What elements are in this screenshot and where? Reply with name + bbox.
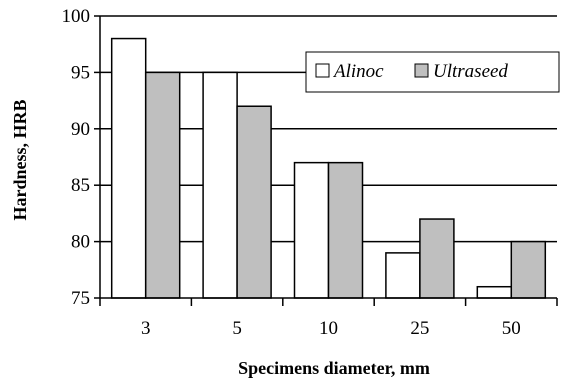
x-tick-label: 3	[141, 318, 151, 339]
y-tick-label: 80	[71, 232, 90, 253]
legend-label-ultraseed: Ultraseed	[433, 61, 508, 82]
legend-box	[305, 51, 560, 93]
legend: Alinoc Ultraseed	[305, 51, 560, 93]
bars	[110, 37, 547, 299]
y-tick-label: 85	[71, 175, 90, 196]
x-tick-labels: 3 5 10 25 50	[141, 318, 521, 339]
bar-ultraseed-3	[144, 71, 181, 299]
x-tick-label: 10	[319, 318, 338, 339]
x-tick-label: 25	[410, 318, 429, 339]
bar-ultraseed-25	[419, 218, 455, 299]
legend-swatch-ultraseed	[414, 63, 429, 78]
bar-alinoc-10	[293, 161, 330, 299]
bar-ultraseed-5	[236, 105, 272, 299]
y-tick-label: 90	[71, 119, 90, 140]
bar-alinoc-25	[385, 252, 421, 299]
legend-swatch-alinoc	[315, 63, 330, 78]
bar-ultraseed-10	[327, 161, 364, 299]
bar-alinoc-50	[476, 285, 513, 299]
legend-label-alinoc: Alinoc	[332, 61, 384, 82]
x-axis-title: Specimens diameter, mm	[238, 358, 430, 378]
y-tick-label: 95	[71, 62, 90, 83]
y-tick-labels: 75 80 85 90 95 100	[62, 6, 91, 309]
bar-alinoc-3	[110, 37, 147, 299]
x-tick-label: 5	[232, 318, 242, 339]
y-tick-label: 75	[71, 288, 90, 309]
y-tick-label: 100	[62, 6, 91, 27]
bar-ultraseed-50	[510, 240, 547, 299]
axes	[94, 15, 558, 306]
x-tick-label: 50	[502, 318, 521, 339]
y-axis-title: Hardness, HRB	[10, 99, 30, 220]
bar-alinoc-5	[202, 71, 238, 299]
